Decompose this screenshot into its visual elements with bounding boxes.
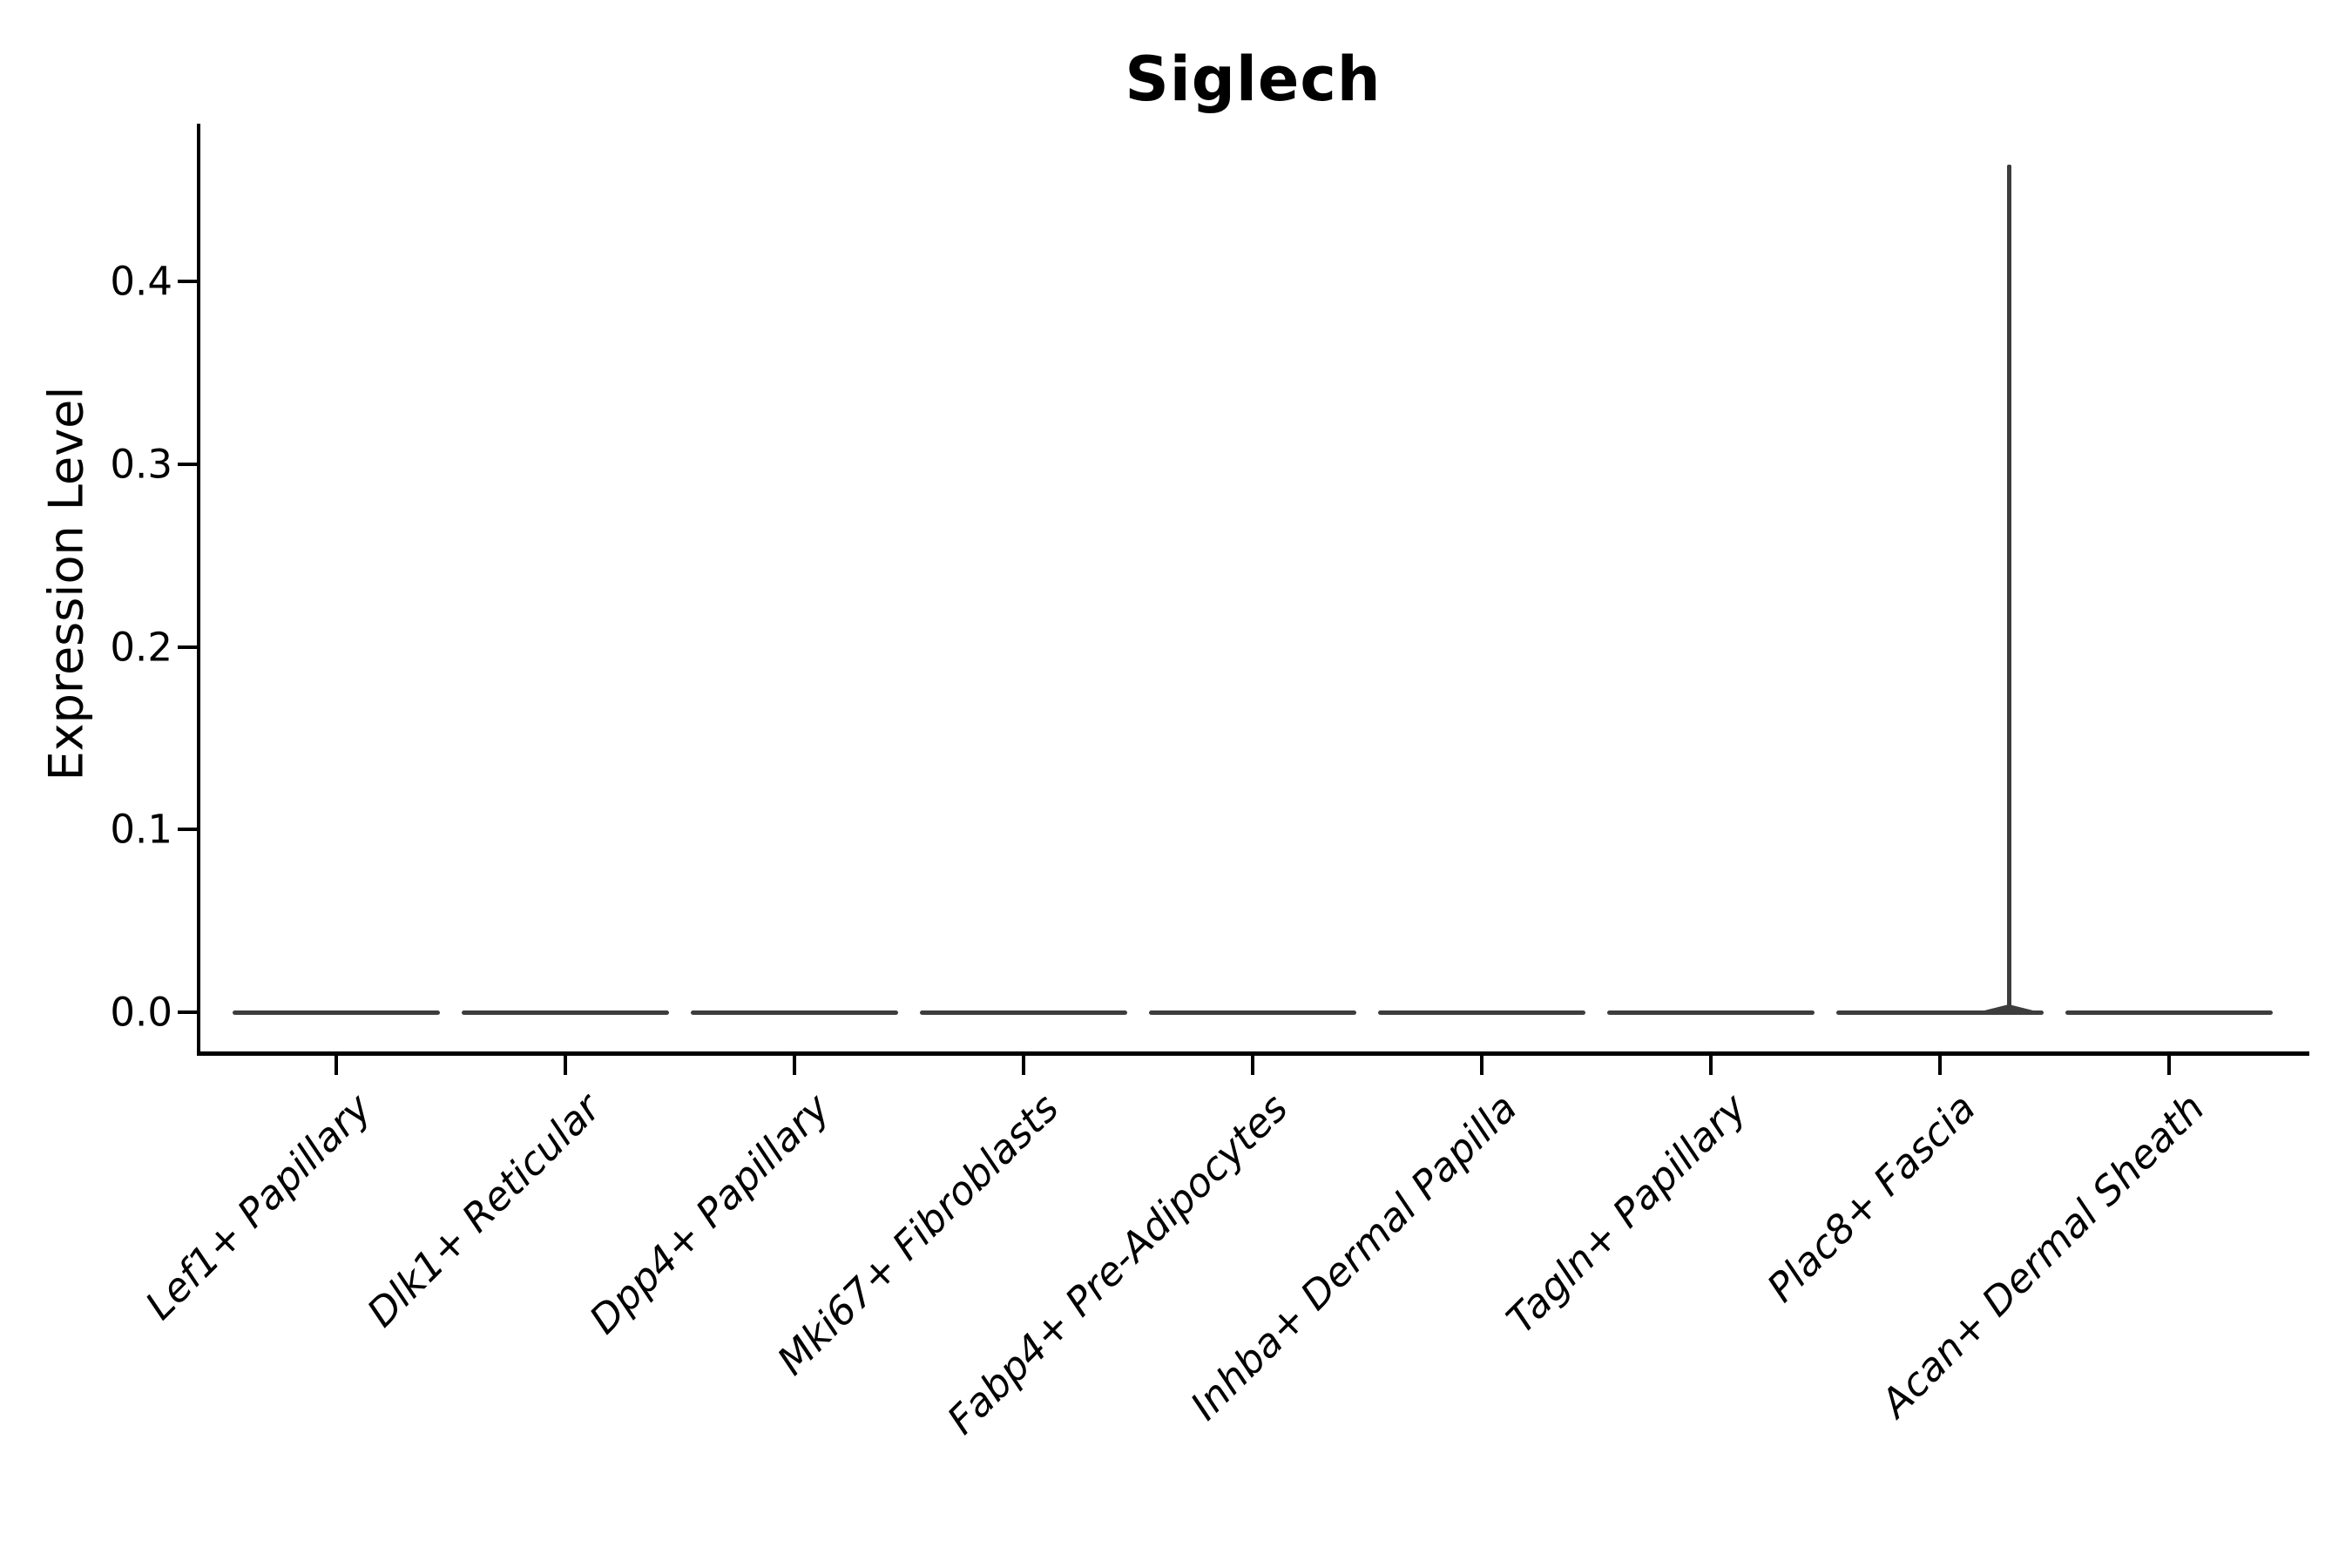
y-tick bbox=[178, 280, 197, 283]
y-tick-label: 0.2 bbox=[110, 624, 172, 670]
x-tick bbox=[1480, 1056, 1484, 1075]
x-tick bbox=[1251, 1056, 1254, 1075]
y-tick bbox=[178, 462, 197, 466]
violin-body bbox=[1607, 1010, 1815, 1015]
x-tick-label: Lef1+ Papillary bbox=[136, 1085, 381, 1328]
violin-body bbox=[1836, 1010, 2044, 1015]
violin-body bbox=[233, 1010, 440, 1015]
chart-title: Siglech bbox=[1125, 44, 1382, 115]
violin-body bbox=[1149, 1010, 1356, 1015]
x-tick bbox=[1709, 1056, 1713, 1075]
violin-spike-base bbox=[1984, 1004, 2033, 1010]
y-tick bbox=[178, 645, 197, 649]
y-tick bbox=[178, 828, 197, 832]
x-tick bbox=[793, 1056, 796, 1075]
y-tick-label: 0.4 bbox=[110, 258, 172, 305]
x-tick-label: Dpp4+ Papillary bbox=[580, 1085, 839, 1343]
violin-body bbox=[462, 1010, 669, 1015]
x-tick-label: Plac8+ Fascia bbox=[1757, 1085, 1984, 1311]
violin-body bbox=[920, 1010, 1127, 1015]
x-tick bbox=[1938, 1056, 1942, 1075]
violin-body bbox=[1378, 1010, 1585, 1015]
x-tick bbox=[564, 1056, 567, 1075]
x-tick-label: Tagln+ Papillary bbox=[1497, 1085, 1755, 1343]
y-tick-label: 0.3 bbox=[110, 441, 172, 488]
y-tick-label: 0.0 bbox=[110, 989, 172, 1036]
x-tick bbox=[1022, 1056, 1025, 1075]
violin-spike bbox=[2006, 164, 2011, 1015]
violin-body bbox=[691, 1010, 898, 1015]
y-axis-line bbox=[197, 124, 200, 1056]
x-tick bbox=[2167, 1056, 2171, 1075]
x-axis-line bbox=[197, 1051, 2309, 1056]
x-tick-label: Dlk1+ Reticular bbox=[358, 1085, 610, 1336]
violin-body bbox=[2065, 1010, 2273, 1015]
x-tick bbox=[335, 1056, 338, 1075]
y-tick-label: 0.1 bbox=[110, 806, 172, 853]
y-tick bbox=[178, 1010, 197, 1014]
